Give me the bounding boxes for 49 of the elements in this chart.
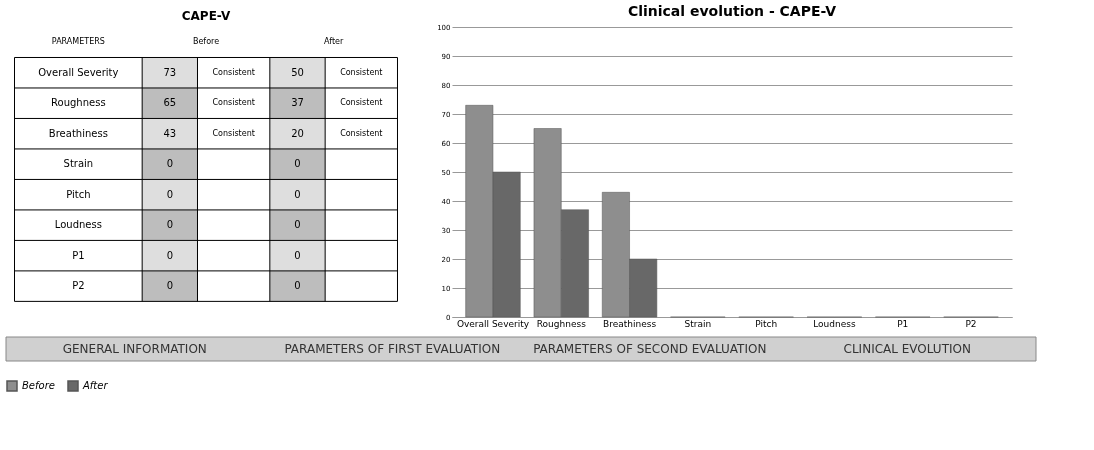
text: Overall Severity xyxy=(38,66,119,78)
text: GENERAL INFORMATION xyxy=(62,342,207,356)
text: 0 xyxy=(294,280,301,292)
text: 0 xyxy=(166,158,174,170)
legend-label: Before xyxy=(22,380,55,391)
x-tick-label: Breathiness xyxy=(603,318,657,329)
text: Roughness xyxy=(51,97,106,109)
text: Pitch xyxy=(66,188,91,200)
x-tick-label: P2 xyxy=(965,318,977,329)
text: 0 xyxy=(166,280,174,292)
text: 73 xyxy=(163,66,177,78)
text: 0 xyxy=(294,219,301,231)
text: 0 xyxy=(294,158,301,170)
text: 0 xyxy=(294,188,301,200)
text: Breathiness xyxy=(48,127,108,139)
text: Consistent xyxy=(340,128,383,138)
x-tick-label: Strain xyxy=(684,318,712,329)
text: 20 xyxy=(291,127,304,139)
text: CAPE-V xyxy=(181,9,231,23)
chart-title: Clinical evolution - CAPE-V xyxy=(627,3,837,19)
text: PARAMETERS OF SECOND EVALUATION xyxy=(533,342,767,356)
text: Before xyxy=(192,37,220,47)
text: 50 xyxy=(291,66,304,78)
text: CLINICAL EVOLUTION xyxy=(843,342,971,356)
text: 0 xyxy=(166,219,174,231)
text: P1 xyxy=(72,249,85,261)
legend-label: After xyxy=(82,380,109,391)
text: 0 xyxy=(166,249,174,261)
text: Loudness xyxy=(54,219,102,231)
text: After xyxy=(324,37,344,47)
text: Consistent xyxy=(212,128,255,138)
x-tick-label: Overall Severity xyxy=(456,318,530,329)
text: Consistent xyxy=(212,98,255,108)
x-tick-label: Pitch xyxy=(755,318,778,329)
text: 43 xyxy=(163,127,177,139)
text: PARAMETERS xyxy=(51,37,105,47)
x-tick-label: Loudness xyxy=(813,318,856,329)
text: 0 xyxy=(294,249,301,261)
text: 0 xyxy=(166,188,174,200)
text: Consistent xyxy=(212,67,255,77)
text: Strain xyxy=(63,158,94,170)
x-tick-label: P1 xyxy=(897,318,909,329)
text: 37 xyxy=(291,97,304,109)
text: P2 xyxy=(72,280,85,292)
text: 65 xyxy=(163,97,177,109)
x-tick-label: Roughness xyxy=(536,318,587,329)
text: Consistent xyxy=(340,98,383,108)
text: PARAMETERS OF FIRST EVALUATION xyxy=(284,342,501,356)
text: Consistent xyxy=(340,67,383,77)
